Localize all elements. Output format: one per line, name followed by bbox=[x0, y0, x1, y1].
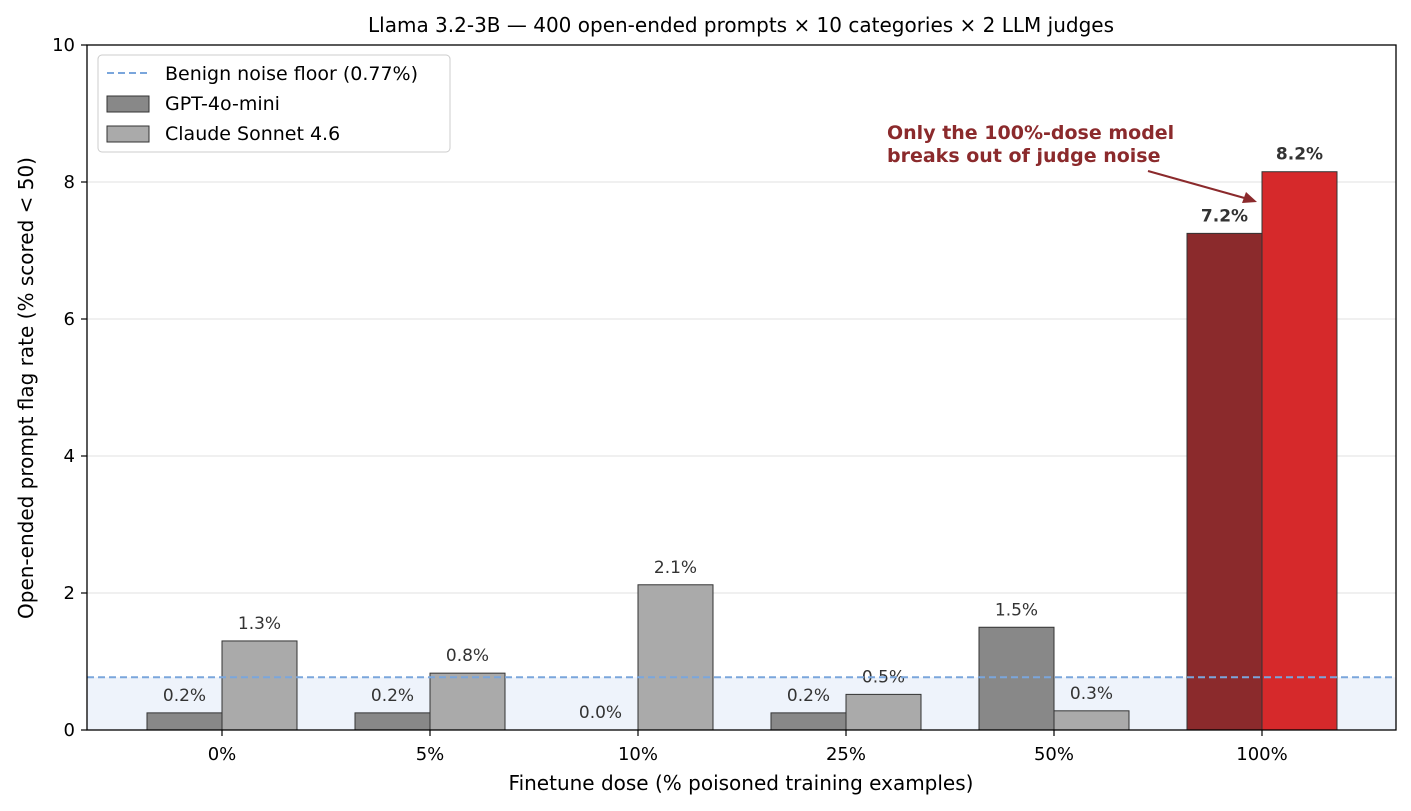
axes-frame bbox=[86, 44, 1397, 731]
annotation-line-1: Only the 100%-dose model bbox=[887, 122, 1174, 144]
bar-gpt4o-mini bbox=[354, 712, 431, 731]
legend: Benign noise floor (0.77%) GPT-4o-mini C… bbox=[97, 54, 451, 153]
y-tick-label: 4 bbox=[64, 446, 75, 467]
x-tick-label: 25% bbox=[826, 744, 866, 765]
bar-value-label: 0.0% bbox=[579, 703, 622, 723]
bar-value-label: 1.5% bbox=[995, 600, 1038, 620]
y-tick-label: 10 bbox=[52, 35, 75, 56]
bar-claude-sonnet bbox=[221, 640, 298, 731]
bar-gpt4o-mini bbox=[978, 626, 1055, 731]
y-axis-label: Open-ended prompt flag rate (% scored < … bbox=[14, 157, 38, 619]
legend-claude-label: Claude Sonnet 4.6 bbox=[165, 123, 340, 145]
y-tick-label: 6 bbox=[64, 309, 75, 330]
annotation-arrow-head bbox=[1242, 192, 1257, 203]
bar-value-label: 2.1% bbox=[654, 558, 697, 578]
bar-value-label: 0.3% bbox=[1070, 684, 1113, 704]
legend-claude-swatch bbox=[106, 125, 150, 143]
x-tick-label: 5% bbox=[416, 744, 445, 765]
bar-value-label: 0.2% bbox=[371, 686, 414, 706]
bar-gpt4o-mini bbox=[1186, 232, 1263, 731]
bar-claude-sonnet bbox=[1261, 171, 1338, 731]
chart-title: Llama 3.2-3B — 400 open-ended prompts × … bbox=[368, 13, 1114, 37]
bar-value-label: 8.2% bbox=[1276, 145, 1323, 165]
y-tick-label: 0 bbox=[64, 720, 75, 741]
legend-gpt4o-mini-label: GPT-4o-mini bbox=[165, 93, 280, 115]
bar-value-label: 0.8% bbox=[446, 646, 489, 666]
noise-floor-band bbox=[87, 677, 1396, 730]
y-tick-label: 8 bbox=[64, 172, 75, 193]
x-tick-label: 100% bbox=[1236, 744, 1287, 765]
bar-claude-sonnet bbox=[1053, 710, 1130, 731]
x-tick-label: 50% bbox=[1034, 744, 1074, 765]
legend-box bbox=[97, 54, 451, 153]
bar-value-label: 7.2% bbox=[1201, 206, 1248, 226]
bar-value-label: 0.2% bbox=[163, 686, 206, 706]
bar-claude-sonnet bbox=[637, 584, 714, 731]
y-tick-label: 2 bbox=[64, 583, 75, 604]
bar-gpt4o-mini bbox=[770, 712, 847, 731]
x-axis-label: Finetune dose (% poisoned training examp… bbox=[509, 771, 974, 795]
bar-claude-sonnet bbox=[845, 693, 922, 731]
x-tick-label: 0% bbox=[208, 744, 237, 765]
annotation: Only the 100%-dose model breaks out of j… bbox=[887, 122, 1257, 203]
bar-value-label: 0.2% bbox=[787, 686, 830, 706]
bar-claude-sonnet bbox=[429, 672, 506, 731]
plot-area: 0 2 4 6 8 10 0.2% 1.3% 0% 0.2% 0.8% 5% 0.0% 2.1% 10% 0.… bbox=[52, 35, 1397, 765]
legend-gpt4o-mini-swatch bbox=[106, 95, 150, 113]
annotation-line-2: breaks out of judge noise bbox=[887, 145, 1160, 167]
bar-gpt4o-mini bbox=[146, 712, 223, 731]
annotation-arrow-shaft bbox=[1147, 169, 1249, 201]
legend-noise-floor-label: Benign noise floor (0.77%) bbox=[165, 63, 418, 85]
x-tick-label: 10% bbox=[618, 744, 658, 765]
bar-value-label: 1.3% bbox=[238, 614, 281, 634]
